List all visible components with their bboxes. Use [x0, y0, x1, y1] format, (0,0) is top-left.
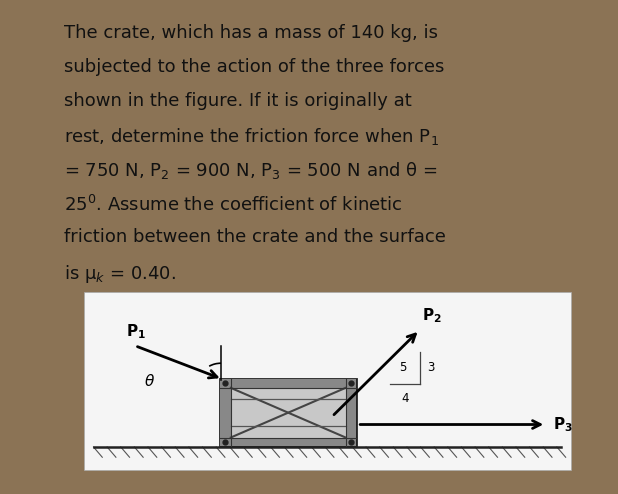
Text: 4: 4	[401, 392, 408, 406]
Text: is μ$_k$ = 0.40.: is μ$_k$ = 0.40.	[64, 263, 176, 285]
Text: shown in the figure. If it is originally at: shown in the figure. If it is originally…	[64, 92, 412, 110]
Text: subjected to the action of the three forces: subjected to the action of the three for…	[64, 58, 445, 76]
Bar	[220, 379, 357, 388]
Text: = 750 N, P$_2$ = 900 N, P$_3$ = 500 N and θ =: = 750 N, P$_2$ = 900 N, P$_3$ = 500 N an…	[64, 161, 438, 181]
Text: 5: 5	[399, 361, 406, 374]
Text: $\mathbf{P_2}$: $\mathbf{P_2}$	[422, 306, 442, 325]
Text: $\mathbf{P_1}$: $\mathbf{P_1}$	[126, 322, 146, 341]
Text: friction between the crate and the surface: friction between the crate and the surfa…	[64, 229, 446, 247]
Text: 25$^0$. Assume the coefficient of kinetic: 25$^0$. Assume the coefficient of kineti…	[64, 195, 403, 214]
Bar	[345, 379, 357, 446]
Text: 3: 3	[427, 361, 434, 374]
Text: The crate, which has a mass of 140 kg, is: The crate, which has a mass of 140 kg, i…	[64, 24, 438, 42]
Bar	[220, 379, 231, 446]
Bar	[220, 438, 357, 446]
Bar	[84, 292, 570, 470]
Bar	[231, 388, 345, 438]
Bar	[220, 379, 357, 446]
Text: $\theta$: $\theta$	[144, 373, 155, 389]
Text: rest, determine the friction force when P$_1$: rest, determine the friction force when …	[64, 126, 439, 147]
Text: $\mathbf{P_3}$: $\mathbf{P_3}$	[554, 415, 574, 434]
